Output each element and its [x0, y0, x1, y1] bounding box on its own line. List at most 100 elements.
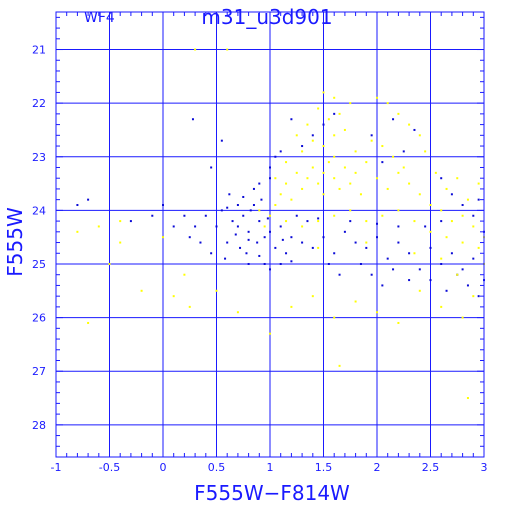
data-point-yellow	[445, 187, 448, 190]
data-point-blue	[450, 252, 453, 255]
y-axis-label: F555W	[3, 207, 27, 277]
data-point-blue	[317, 217, 320, 220]
data-point-yellow	[290, 305, 293, 308]
data-point-blue	[477, 295, 480, 298]
data-point-blue	[274, 155, 277, 158]
data-point-blue	[376, 222, 378, 225]
data-point-yellow	[349, 209, 352, 212]
data-point-yellow	[392, 155, 395, 158]
data-point-yellow	[285, 182, 288, 185]
data-point-yellow	[461, 241, 464, 244]
data-point-yellow	[140, 289, 143, 292]
data-point-yellow	[333, 177, 336, 180]
data-point-yellow	[97, 225, 100, 228]
data-point-blue	[461, 268, 464, 271]
data-point-yellow	[434, 171, 437, 174]
data-point-yellow	[162, 236, 164, 239]
data-point-yellow	[311, 139, 314, 142]
data-point-blue	[392, 268, 395, 271]
data-point-yellow	[333, 155, 336, 158]
data-point-yellow	[359, 193, 362, 196]
data-point-blue	[210, 252, 213, 255]
data-point-yellow	[338, 112, 341, 115]
data-point-blue	[295, 214, 298, 217]
x-tick-label: 2	[374, 461, 381, 474]
data-point-blue	[172, 225, 175, 228]
data-point-yellow	[333, 96, 336, 99]
data-point-yellow	[119, 220, 122, 223]
x-tick-label: -0.5	[99, 461, 120, 474]
data-point-blue	[279, 262, 282, 265]
data-point-blue	[370, 273, 373, 276]
data-point-blue	[263, 236, 266, 239]
data-point-yellow	[317, 107, 320, 110]
data-point-blue	[354, 241, 357, 244]
data-point-blue	[210, 166, 213, 169]
data-point-blue	[445, 289, 448, 292]
data-point-yellow	[343, 166, 346, 169]
x-tick-labels: -1 -0.5 0 0.5 1 1.5 2 2.5 3	[51, 461, 488, 474]
data-point-blue	[274, 246, 277, 249]
data-point-blue	[322, 123, 325, 126]
data-point-blue	[258, 254, 261, 257]
data-point-blue	[440, 220, 443, 223]
data-point-blue	[327, 262, 330, 265]
data-point-blue	[191, 118, 194, 121]
data-point-yellow	[477, 246, 480, 249]
data-point-blue	[247, 230, 250, 233]
data-point-blue	[263, 262, 266, 265]
data-point-yellow	[317, 220, 320, 223]
data-point-blue	[249, 209, 252, 212]
x-tick-label: 0.5	[208, 461, 226, 474]
data-point-blue	[215, 225, 218, 228]
data-point-yellow	[424, 150, 427, 153]
data-point-blue	[290, 260, 293, 263]
data-point-yellow	[285, 220, 288, 223]
data-point-yellow	[322, 193, 325, 196]
chart-title: m31_u3d901	[201, 5, 332, 29]
y-tick-label: 21	[32, 44, 46, 57]
data-point-yellow	[440, 209, 443, 212]
data-point-blue	[381, 284, 384, 287]
data-point-blue	[245, 252, 248, 255]
x-tick-label: 3	[481, 461, 488, 474]
data-point-blue	[247, 238, 250, 241]
data-point-blue	[311, 246, 314, 249]
x-tick-label: 0	[160, 461, 167, 474]
y-tick-label: 24	[32, 204, 46, 217]
data-point-blue	[397, 225, 400, 228]
data-point-yellow	[322, 171, 325, 174]
data-point-yellow	[397, 321, 400, 324]
data-point-blue	[333, 252, 336, 255]
data-point-yellow	[456, 177, 459, 180]
data-point-yellow	[290, 198, 293, 201]
data-point-yellow	[338, 364, 341, 367]
data-point-yellow	[322, 145, 325, 148]
data-point-yellow	[301, 225, 304, 228]
data-point-blue	[338, 273, 341, 276]
data-point-yellow	[418, 134, 421, 137]
data-point-blue	[151, 214, 154, 217]
data-point-yellow	[413, 220, 416, 223]
data-point-yellow	[76, 230, 79, 233]
data-point-blue	[252, 204, 255, 207]
data-point-blue	[236, 204, 239, 207]
data-point-yellow	[333, 316, 336, 319]
data-point-blue	[194, 225, 197, 228]
data-point-blue	[370, 134, 373, 137]
data-point-yellow	[269, 214, 271, 217]
data-point-blue	[333, 112, 336, 115]
data-point-blue	[450, 193, 453, 196]
data-point-yellow	[236, 311, 239, 314]
data-point-yellow	[456, 273, 459, 276]
data-point-blue	[306, 220, 309, 223]
data-point-blue	[349, 220, 352, 223]
data-point-yellow	[172, 295, 175, 298]
data-point-yellow	[354, 150, 357, 153]
data-point-blue	[440, 262, 443, 265]
data-point-yellow	[301, 187, 304, 190]
data-point-blue	[408, 252, 411, 255]
data-point-yellow	[215, 289, 218, 292]
data-point-blue	[279, 150, 282, 153]
data-point-blue	[204, 214, 207, 217]
